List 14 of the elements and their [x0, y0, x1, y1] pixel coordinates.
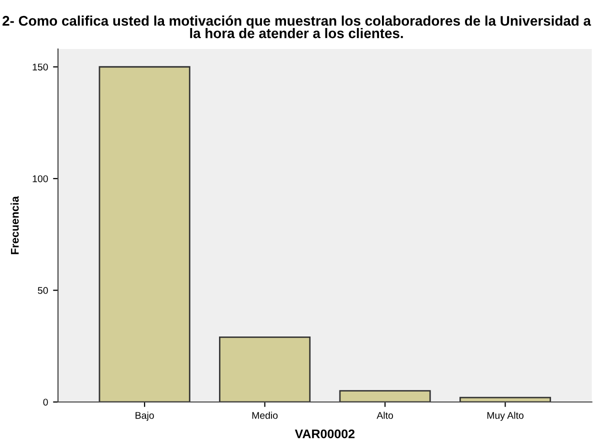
chart-title: 2- Como califica usted la motivación que muestran los colaboradores de la Universidad a la hora de atender a los clientes.	[2, 15, 592, 38]
y-tick-label: 150	[32, 64, 48, 70]
y-tick-label: 0	[43, 398, 48, 406]
bar	[98, 66, 190, 402]
y-axis-title: Frecuencia	[10, 196, 19, 254]
x-tick-label: Bajo	[136, 412, 154, 421]
x-tick-label: Medio	[252, 412, 278, 419]
bar	[219, 336, 311, 402]
x-tick-label: Muy Alto	[487, 412, 524, 421]
bar	[339, 390, 431, 402]
y-tick-label: 100	[32, 175, 48, 182]
x-axis-title: VAR00002	[294, 429, 355, 438]
y-tick-label: 50	[38, 287, 48, 294]
x-tick-label: Alto	[376, 412, 393, 419]
